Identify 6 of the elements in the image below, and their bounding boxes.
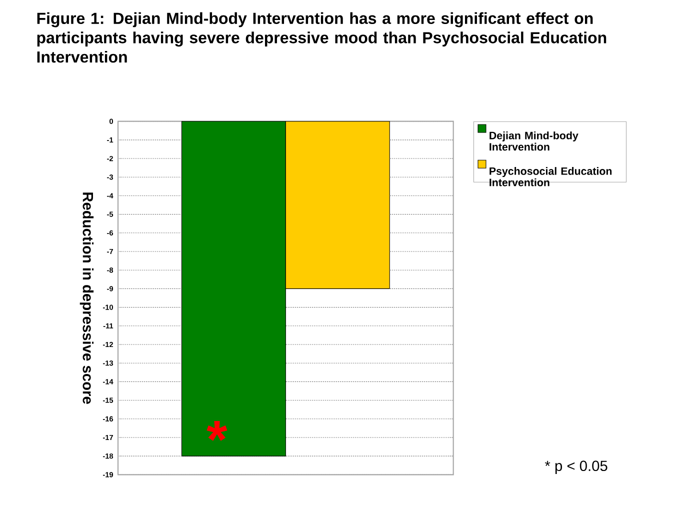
- chart-title: Figure 1: Dejian Mind-body Intervention has a more significant effect on participants having severe depressive mood than Psychosocial Education Intervention: [37, 12, 606, 63]
- text: * p < 0.05: [544, 460, 608, 474]
- legend-label: Psychosocial Education Intervention: [490, 167, 612, 186]
- annotation: *: [206, 421, 228, 441]
- y-axis-title: Reduction in depressive score: [80, 192, 94, 404]
- legend-label: Dejian Mind-body Intervention: [490, 131, 578, 151]
